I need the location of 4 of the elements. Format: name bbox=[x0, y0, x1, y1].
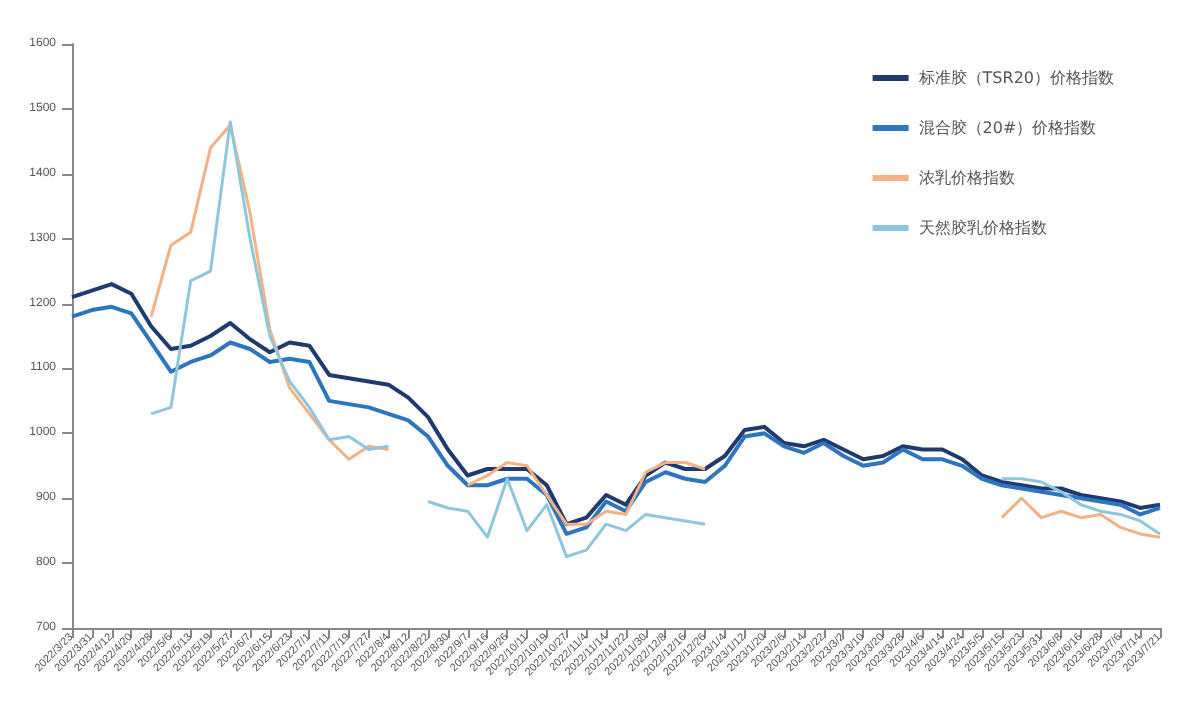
legend-label: 混合胶（20#）价格指数 bbox=[918, 119, 1097, 137]
legend-label: 浓乳价格指数 bbox=[918, 169, 1015, 187]
legend-label: 天然胶乳价格指数 bbox=[918, 219, 1047, 237]
legend-label: 标准胶（TSR20）价格指数 bbox=[916, 69, 1114, 87]
